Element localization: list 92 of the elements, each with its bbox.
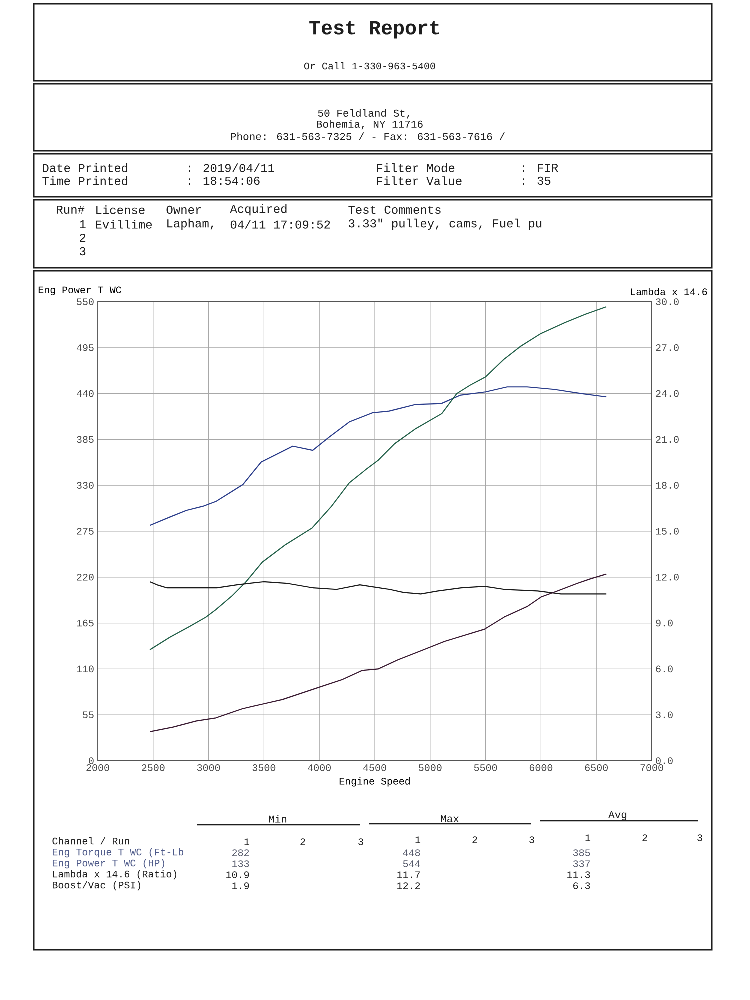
y2-tick-label: 24.0 [656,390,679,398]
text: Run# [57,206,85,214]
text: Eng Torque T WC (Ft-Lb [52,848,184,858]
text: 544 [403,860,420,868]
y-tick-label: 220 [77,574,94,581]
y-tick-label: 110 [77,666,94,673]
x-tick-label: 6500 [585,764,608,772]
text: 3 [530,836,534,844]
x-tick-label: 5500 [474,764,498,772]
y-tick-label: 495 [76,344,94,352]
text: License [96,206,145,214]
y-tick-label: 385 [77,436,94,444]
text: Filter Mode [377,164,455,172]
x-tick-label: 5000 [419,764,442,772]
x-tick-label: 6000 [530,764,553,772]
chart-title: Test Report [310,21,440,39]
y2-tick-label: 15.0 [656,528,679,535]
x-tick-label: 3000 [197,764,220,772]
text: 1 [80,220,86,228]
text: Boost/Vac (PSI) [52,881,141,891]
text: Lambda x 14.6 (Ratio) [53,870,177,880]
x-tick-label: 2500 [142,764,165,772]
y2-tick-label: 9.0 [656,620,673,627]
text: 1 [416,836,421,844]
text: 337 [573,860,590,868]
text: Owner [166,206,202,214]
x-tick-label: 4000 [308,764,331,772]
text: 11.7 [398,872,420,878]
text: Avg [608,811,627,821]
text: : FIR [523,164,558,172]
text: 2 [472,836,478,844]
text: 2 [80,234,86,242]
text: 1 [244,838,250,846]
text: 282 [232,850,250,856]
y2-tick-label: 6.0 [656,666,673,673]
y2-axis-title: Lambda x 14.6 [631,288,708,296]
x-tick-label: 7000 [640,764,664,772]
x-tick-label: 4500 [364,764,386,772]
text: Lapham, [168,218,214,230]
text: : 35 [523,176,551,186]
y2-tick-label: 21.0 [656,436,679,444]
text: Eng Power T WC (HP) [52,859,165,869]
text: 12.2 [398,882,420,890]
y-tick-label: 55 [83,712,94,718]
y-tick-label: 440 [76,390,94,398]
text: 3 [358,838,364,846]
y2-tick-label: 27.0 [656,344,679,352]
text: Or Call 1-330-963-5400 [304,62,436,70]
text: 2 [642,834,648,842]
y-tick-label: 0 [89,758,94,764]
text: Phone: 631-563-7325 / - Fax: 631-563-7616 / [231,132,505,140]
text: Filter Value [377,176,462,186]
text: Max [441,815,459,823]
x-tick-label: 3500 [252,764,276,772]
text: 6.3 [574,882,590,890]
text: Bohemia, NY 11716 [317,120,423,130]
y-tick-label: 165 [77,620,94,627]
text: Date Printed [43,164,128,172]
text: 1.9 [232,882,250,890]
text: 385 [573,850,590,856]
y2-tick-label: 3.0 [656,712,673,718]
text: 448 [403,850,420,856]
text: : 18:54:06 [189,176,260,186]
y2-tick-label: 18.0 [656,482,679,489]
text: Time Printed [42,176,128,186]
text: 3 [698,834,702,842]
x-axis-title: Engine Speed [340,778,410,787]
text: 3.33" pulley, cams, Fuel pu [348,218,542,230]
x-tick-label: 2000 [86,764,110,772]
y-tick-label: 550 [77,298,94,306]
y-tick-label: 330 [77,482,94,489]
text: 50 Feldland St, [318,109,410,119]
y2-tick-label: 0.0 [656,758,673,764]
text: 11.3 [568,872,590,878]
y-tick-label: 275 [77,528,94,535]
y2-tick-label: 12.0 [656,574,679,581]
text: Min [269,815,287,823]
text: 04/11 17:09:52 [230,220,330,229]
line-series [150,306,608,651]
y2-tick-label: 30.0 [656,298,679,306]
text: : 2019/04/11 [189,164,274,172]
text: Evillime [96,220,152,229]
text: 133 [232,860,250,868]
y-axis-title: Eng Power T WC [38,286,122,296]
line-series [150,386,608,526]
text: Test Comments [348,206,441,214]
text: 1 [586,834,591,842]
text: 10.9 [226,872,250,878]
text: Channel / Run [52,837,130,845]
text: 2 [300,838,306,846]
text: 3 [80,247,86,256]
text: Acquired [230,204,287,216]
